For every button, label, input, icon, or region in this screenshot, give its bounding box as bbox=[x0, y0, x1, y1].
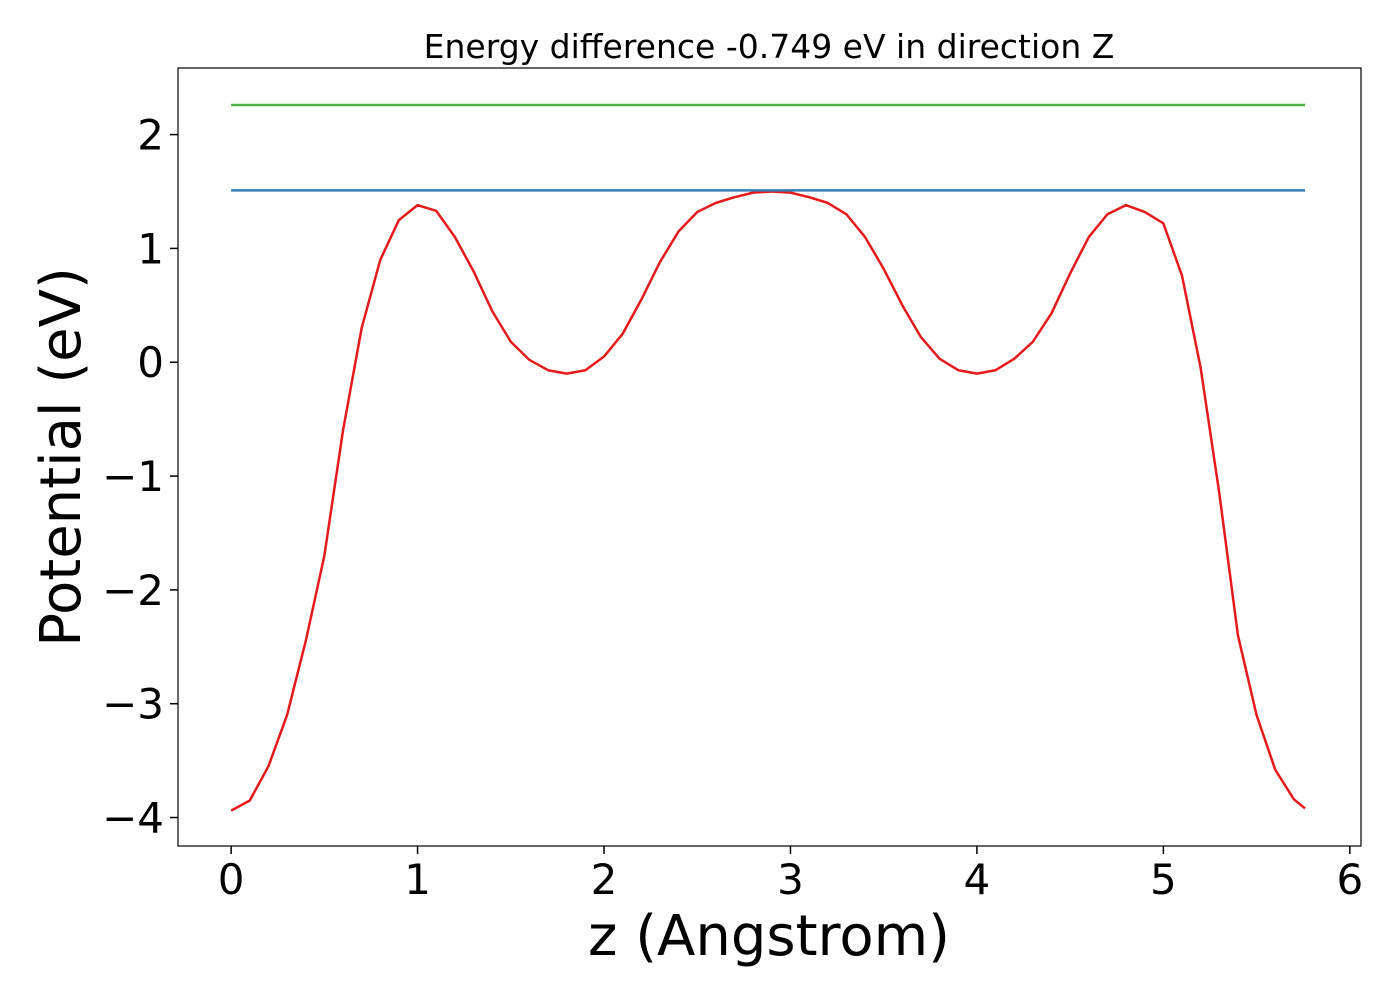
y-tick-label: −1 bbox=[102, 452, 164, 501]
chart-title: Energy difference -0.749 eV in direction… bbox=[424, 27, 1115, 66]
y-axis-label: Potential (eV) bbox=[29, 267, 94, 647]
x-tick-label: 6 bbox=[1336, 855, 1363, 904]
y-tick-label: −4 bbox=[102, 794, 164, 843]
x-axis-label: z (Angstrom) bbox=[588, 904, 950, 969]
y-tick-label: −2 bbox=[102, 566, 164, 615]
y-tick-label: −3 bbox=[102, 680, 164, 729]
plot-frame bbox=[177, 67, 1362, 847]
x-tick-label: 1 bbox=[404, 855, 431, 904]
y-tick-label: 0 bbox=[137, 338, 164, 387]
x-tick-label: 3 bbox=[777, 855, 804, 904]
x-tick-label: 2 bbox=[591, 855, 618, 904]
y-tick-label: 1 bbox=[137, 224, 164, 273]
x-tick-label: 0 bbox=[218, 855, 245, 904]
x-tick-label: 4 bbox=[964, 855, 991, 904]
x-tick-label: 5 bbox=[1150, 855, 1177, 904]
y-tick-label: 2 bbox=[137, 111, 164, 160]
